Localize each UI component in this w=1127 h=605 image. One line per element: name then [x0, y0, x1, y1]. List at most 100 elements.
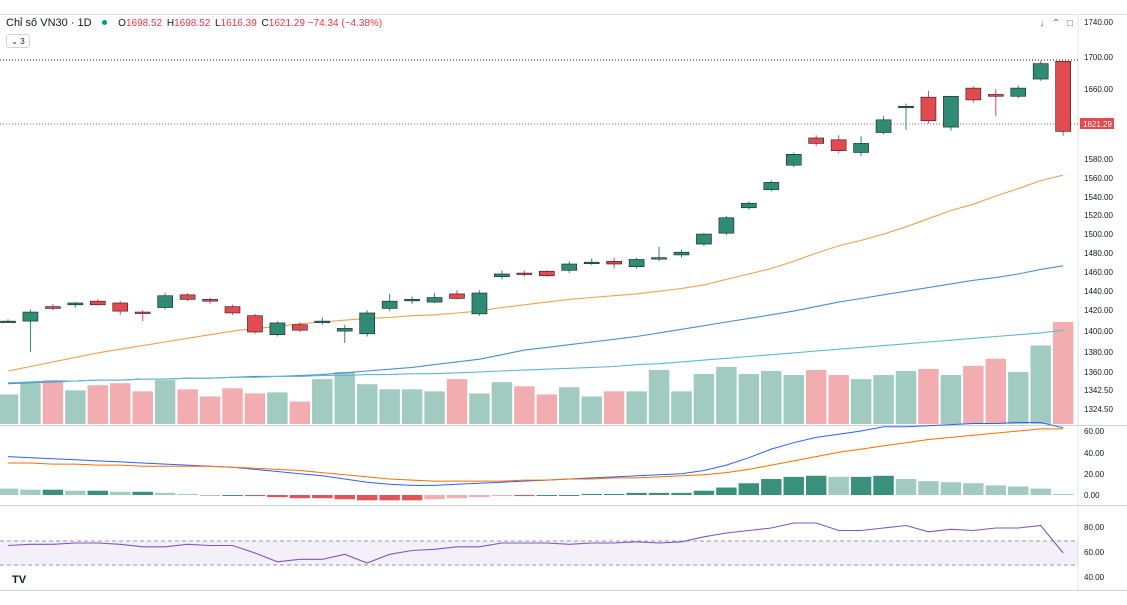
price-tick: 1480.00	[1084, 249, 1113, 258]
volume-bar	[648, 369, 670, 424]
open-value: 1698.52	[125, 18, 163, 29]
candle-body	[471, 292, 488, 315]
volume-bar	[65, 390, 86, 424]
candle-body	[853, 143, 869, 153]
candle-body	[785, 153, 802, 166]
macd-histogram-bar	[805, 475, 827, 495]
volume-bar	[716, 366, 737, 424]
high-key: H	[166, 18, 175, 29]
macd-histogram-bar	[0, 488, 19, 495]
macd-pane	[0, 422, 1074, 501]
macd-axis[interactable]: 60.00 40.00 20.00 0.00	[1084, 427, 1105, 500]
low-key: L	[215, 18, 221, 29]
macd-histogram-bar	[559, 495, 580, 496]
volume-bar	[312, 379, 333, 424]
candle-body	[224, 306, 241, 314]
macd-histogram-bar	[42, 489, 64, 495]
macd-histogram-bar	[514, 495, 535, 497]
volume-bar	[626, 391, 647, 424]
macd-histogram-bar	[895, 479, 917, 495]
volume-bar	[154, 380, 176, 424]
candle-body	[494, 273, 510, 277]
candle-body	[269, 322, 286, 336]
tradingview-logo: TV	[12, 574, 27, 586]
candle-body	[359, 312, 376, 335]
macd-histogram-bar	[177, 493, 198, 495]
candle-body	[538, 270, 555, 277]
macd-histogram-bar	[626, 492, 647, 495]
candle-body	[202, 299, 218, 302]
macd-histogram-bar	[963, 483, 984, 495]
candle-body	[449, 293, 465, 299]
price-axis[interactable]: 1740.00 1700.00 1660.00 1580.00 1560.00 …	[1084, 18, 1113, 414]
macd-histogram-bar	[716, 487, 737, 495]
last-price-tag	[1080, 118, 1114, 129]
volume-bar	[514, 386, 535, 424]
macd-histogram-bar	[379, 495, 400, 501]
moving-averages	[7, 174, 1064, 385]
candle-body	[247, 315, 263, 333]
price-tick: 1740.00	[1084, 18, 1113, 27]
macd-histogram-bar	[199, 495, 221, 496]
candle-body	[561, 263, 578, 271]
candle-body	[1055, 61, 1071, 132]
macd-histogram-bar	[1052, 493, 1074, 495]
price-tick: 1400.00	[1084, 327, 1113, 336]
volume-bar	[267, 392, 288, 424]
volume-bar	[963, 365, 984, 424]
maximize-icon[interactable]: □	[1066, 17, 1074, 29]
macd-histogram-bar	[312, 495, 333, 499]
volume-bar	[87, 385, 109, 424]
volume-bar	[132, 391, 153, 424]
candle-body	[45, 306, 61, 309]
volume-bar	[0, 394, 19, 424]
volume-bar	[401, 389, 423, 424]
candle-body	[134, 311, 151, 314]
volume-bar	[738, 374, 760, 424]
volume-bar	[1052, 322, 1074, 424]
candle-body	[628, 259, 645, 268]
price-tick: 1360.00	[1084, 368, 1113, 377]
indicators-toggle[interactable]: ⌄ 3	[6, 34, 30, 48]
macd-histogram-bar	[334, 495, 355, 500]
volume-bar	[940, 375, 962, 424]
candle-body	[292, 324, 308, 331]
collapse-icon[interactable]: ⌃	[1051, 17, 1061, 29]
price-tick: 1700.00	[1084, 53, 1113, 62]
volume-bar	[783, 375, 804, 424]
candle-body	[179, 294, 196, 300]
price-tick: 1460.00	[1084, 268, 1113, 277]
macd-histogram-bar	[873, 475, 894, 495]
chevron-down-icon: ⌄	[11, 36, 18, 46]
volume-bar	[1030, 345, 1051, 424]
candle-body	[741, 202, 757, 209]
volume-bar	[671, 391, 692, 424]
volume-bar	[379, 389, 400, 424]
price-tick: 1342.50	[1084, 386, 1113, 395]
symbol-title[interactable]: Chỉ số VN30 · 1D	[6, 17, 92, 29]
volume-bar	[356, 384, 378, 424]
rsi-axis[interactable]: 80.00 60.00 40.00	[1084, 523, 1105, 582]
macd-tick: 40.00	[1084, 449, 1105, 458]
candle-body	[0, 320, 16, 323]
candlesticks	[0, 60, 1071, 352]
macd-histogram-bar	[267, 495, 288, 498]
macd-histogram-bar	[87, 490, 109, 495]
volume-bar	[20, 383, 41, 424]
rsi-tick: 40.00	[1084, 573, 1105, 582]
volume-bar	[918, 368, 939, 424]
macd-histogram-bar	[491, 495, 513, 497]
candle-body	[606, 260, 622, 265]
move-down-icon[interactable]: ↓	[1039, 17, 1045, 29]
price-tick: 1580.00	[1084, 155, 1113, 164]
candle-body	[157, 295, 173, 308]
open-key: O	[118, 18, 126, 29]
candle-body	[898, 105, 914, 109]
candle-body	[22, 311, 39, 322]
macd-histogram-bar	[65, 490, 86, 495]
volume-bar	[42, 380, 64, 424]
candle-body	[90, 300, 106, 306]
candle-body	[1010, 87, 1027, 97]
macd-histogram-bar	[469, 495, 490, 498]
